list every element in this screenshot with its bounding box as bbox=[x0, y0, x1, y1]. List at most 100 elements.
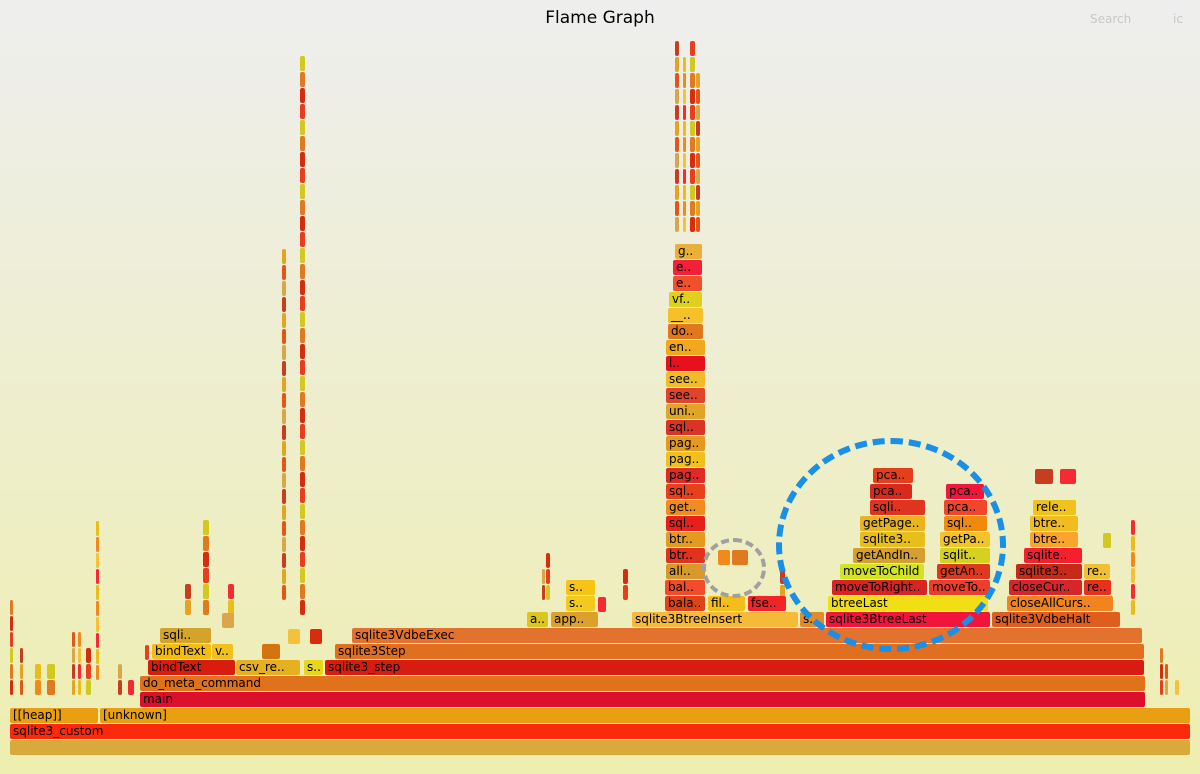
flame-frame-slim[interactable] bbox=[683, 217, 686, 232]
flame-frame-btre-1[interactable]: btre.. bbox=[1030, 532, 1078, 547]
flame-frame-slim[interactable] bbox=[282, 537, 286, 552]
flame-frame-slim[interactable] bbox=[282, 249, 286, 264]
flame-frame-fse[interactable]: fse.. bbox=[748, 596, 786, 611]
flame-frame-slim[interactable] bbox=[675, 121, 679, 136]
flame-frame-slim[interactable] bbox=[300, 440, 305, 455]
flame-frame-slim[interactable] bbox=[623, 585, 628, 600]
flame-frame-pca-1[interactable]: pca.. bbox=[870, 484, 912, 499]
flame-frame-slim[interactable] bbox=[546, 585, 550, 600]
flame-frame-slim[interactable] bbox=[696, 89, 700, 104]
flame-frame-slim[interactable] bbox=[203, 568, 209, 583]
flame-frame-slim[interactable] bbox=[228, 600, 234, 615]
flame-frame-csv-frame-2[interactable] bbox=[262, 644, 280, 659]
flame-frame-pag-2[interactable]: pag.. bbox=[666, 452, 705, 467]
flame-frame-slim[interactable] bbox=[96, 617, 99, 632]
flame-frame-root[interactable] bbox=[10, 740, 1190, 755]
flame-frame-slim[interactable] bbox=[675, 57, 679, 72]
flame-frame-sql-2[interactable]: sql.. bbox=[944, 516, 987, 531]
flame-frame-sqlite3-a[interactable]: sqlite3.. bbox=[1016, 564, 1082, 579]
flame-frame-slim[interactable] bbox=[72, 664, 75, 679]
flame-frame-slim[interactable] bbox=[683, 73, 686, 88]
flame-frame-slim[interactable] bbox=[546, 553, 550, 568]
flame-frame-slim[interactable] bbox=[203, 600, 209, 615]
flame-frame-slim[interactable] bbox=[675, 41, 679, 56]
flame-frame-re-2[interactable]: re.. bbox=[1084, 564, 1110, 579]
flame-frame-slim[interactable] bbox=[282, 425, 286, 440]
flame-frame-slim[interactable] bbox=[696, 73, 700, 88]
flame-frame-slim[interactable] bbox=[598, 597, 606, 612]
flame-frame-slim[interactable] bbox=[10, 680, 13, 695]
flame-frame-sqlite-2[interactable]: sqlite.. bbox=[1024, 548, 1082, 563]
flame-frame-slim[interactable] bbox=[300, 376, 305, 391]
flame-frame-slim[interactable] bbox=[690, 89, 695, 104]
flame-frame-slim[interactable] bbox=[690, 121, 695, 136]
flame-frame-slim[interactable] bbox=[282, 409, 286, 424]
flame-frame-slim[interactable] bbox=[683, 89, 686, 104]
flame-frame-slim[interactable] bbox=[1131, 520, 1135, 535]
flame-frame-slim[interactable] bbox=[282, 265, 286, 280]
flame-frame-fil[interactable]: fil.. bbox=[708, 596, 745, 611]
flame-frame-slim[interactable] bbox=[300, 552, 305, 567]
flame-frame-bala[interactable]: bala.. bbox=[665, 596, 705, 611]
flame-frame-slim[interactable] bbox=[300, 200, 305, 215]
flame-frame-slim[interactable] bbox=[47, 664, 55, 679]
flame-frame-slim[interactable] bbox=[690, 185, 695, 200]
flame-frame-slim[interactable] bbox=[128, 680, 134, 695]
flame-frame-sql-4[interactable]: sql.. bbox=[666, 420, 705, 435]
flame-frame-slim[interactable] bbox=[96, 521, 99, 536]
flame-frame-sqlite3BtreeInsert[interactable]: sqlite3BtreeInsert bbox=[632, 612, 798, 627]
flame-frame-slim[interactable] bbox=[300, 408, 305, 423]
flame-frame-slim[interactable] bbox=[683, 121, 686, 136]
flame-frame-slim[interactable] bbox=[696, 169, 700, 184]
flame-frame-slim[interactable] bbox=[86, 648, 91, 663]
flame-frame-slim[interactable] bbox=[282, 377, 286, 392]
flame-frame-slim[interactable] bbox=[282, 281, 286, 296]
flame-frame-slim[interactable] bbox=[78, 648, 81, 663]
flame-frame-heap[interactable]: [[heap]] bbox=[10, 708, 98, 723]
flame-frame-slim[interactable] bbox=[203, 584, 209, 599]
flame-frame-pag-1[interactable]: pag.. bbox=[666, 468, 705, 483]
ignore-case-toggle[interactable]: ic bbox=[1173, 12, 1183, 26]
flame-frame-slim[interactable] bbox=[118, 664, 122, 679]
flame-frame-slim[interactable] bbox=[675, 169, 679, 184]
flame-frame-sqlite3-b[interactable]: sqlite3.. bbox=[860, 532, 925, 547]
flame-frame-do_meta_command[interactable]: do_meta_command bbox=[140, 676, 1145, 691]
flame-frame-slim[interactable] bbox=[683, 105, 686, 120]
flame-frame-slim[interactable] bbox=[683, 201, 686, 216]
flame-frame-slim[interactable] bbox=[300, 248, 305, 263]
flame-frame-slim[interactable] bbox=[78, 632, 81, 647]
flame-frame-sqlite3_step[interactable]: sqlite3_step bbox=[325, 660, 1144, 675]
flame-frame-s-4[interactable]: s.. bbox=[566, 580, 595, 595]
flame-frame-getAn[interactable]: getAn.. bbox=[937, 564, 990, 579]
flame-frame-slim[interactable] bbox=[300, 360, 305, 375]
flame-frame-see-1[interactable]: see.. bbox=[666, 388, 705, 403]
flame-frame-btreeLast[interactable]: btreeLast bbox=[828, 596, 988, 611]
flame-frame-slim[interactable] bbox=[690, 73, 695, 88]
flame-frame-slim[interactable] bbox=[47, 680, 55, 695]
flame-frame-slim[interactable] bbox=[675, 137, 679, 152]
flame-frame-slim[interactable] bbox=[300, 392, 305, 407]
flame-frame-g[interactable]: g.. bbox=[675, 244, 702, 259]
flame-frame-slim[interactable] bbox=[300, 312, 305, 327]
flame-frame-slim[interactable] bbox=[780, 569, 785, 584]
flame-frame-slim[interactable] bbox=[696, 185, 700, 200]
flame-frame-slim[interactable] bbox=[690, 137, 695, 152]
flame-frame-slim[interactable] bbox=[35, 664, 41, 679]
flame-frame-slim[interactable] bbox=[300, 296, 305, 311]
flame-frame-slim[interactable] bbox=[623, 569, 628, 584]
flame-frame-slim[interactable] bbox=[10, 648, 13, 663]
flame-frame-slim[interactable] bbox=[300, 504, 305, 519]
flame-frame-slim[interactable] bbox=[300, 488, 305, 503]
flame-frame-slim[interactable] bbox=[542, 569, 545, 584]
flame-frame-slim[interactable] bbox=[718, 550, 730, 565]
flame-frame-getPage[interactable]: getPage.. bbox=[860, 516, 925, 531]
flame-frame-slim[interactable] bbox=[96, 569, 99, 584]
flame-frame-sqlite3VdbeHalt[interactable]: sqlite3VdbeHalt bbox=[992, 612, 1120, 627]
flame-frame-slim[interactable] bbox=[300, 104, 305, 119]
flame-frame-slim[interactable] bbox=[300, 136, 305, 151]
flame-frame-slim[interactable] bbox=[300, 216, 305, 231]
flame-frame-slim[interactable] bbox=[96, 553, 99, 568]
flame-frame-s-3[interactable]: s.. bbox=[566, 596, 595, 611]
flame-frame-sqlite3BtreeLast[interactable]: sqlite3BtreeLast bbox=[826, 612, 990, 627]
flame-frame-slim[interactable] bbox=[1103, 533, 1111, 548]
